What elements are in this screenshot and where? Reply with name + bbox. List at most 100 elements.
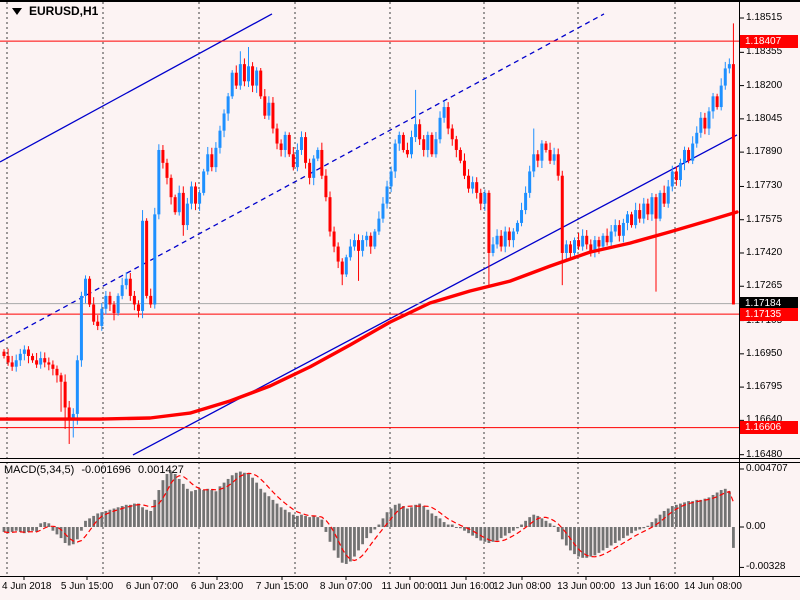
macd-histogram-bar: [353, 527, 356, 557]
candle-bear: [662, 192, 666, 204]
candle-bull: [581, 235, 585, 247]
candle-bear: [536, 154, 540, 161]
time-axis-label: 7 Jun 15:00: [255, 581, 309, 592]
macd-histogram-bar: [687, 501, 690, 527]
macd-histogram-bar: [43, 522, 47, 527]
candle-bear: [499, 235, 503, 247]
macd-histogram-bar: [198, 488, 201, 527]
candle-bear: [715, 96, 719, 108]
macd-histogram-bar: [275, 503, 279, 527]
candle-bull: [79, 295, 83, 361]
macd-histogram-bar: [422, 506, 426, 527]
macd-histogram-bar: [104, 510, 108, 527]
candle-bear: [169, 177, 173, 198]
macd-panel-plot[interactable]: [0, 462, 739, 576]
candle-bear: [605, 235, 609, 243]
candle-bear: [422, 139, 426, 150]
candle-bear: [31, 355, 35, 361]
support-price-tag: 1.17135: [740, 307, 798, 321]
macd-histogram-bar: [459, 527, 462, 529]
macd-histogram-bar: [597, 527, 601, 553]
candle-bear: [405, 149, 409, 155]
macd-histogram-bar: [503, 527, 507, 536]
macd-histogram-bar: [507, 527, 511, 534]
main-chart-plot[interactable]: [0, 2, 739, 458]
candle-bear: [568, 244, 572, 253]
candle-bear: [560, 175, 564, 253]
candle-bull: [438, 117, 442, 140]
candle-bear: [369, 235, 373, 247]
candle-bull: [678, 162, 682, 181]
macd-histogram-bar: [487, 527, 491, 544]
macd-histogram-bar: [683, 502, 686, 527]
candle-bear: [638, 210, 642, 219]
candle-bull: [434, 139, 438, 155]
macd-histogram-bar: [230, 475, 234, 527]
candle-bear: [479, 192, 483, 204]
candle-bear: [165, 162, 169, 178]
macd-histogram-bar: [14, 527, 18, 531]
candle-bear: [617, 225, 621, 236]
candle-bear: [234, 72, 238, 86]
candle-bull: [503, 231, 507, 247]
candle-bear: [6, 355, 10, 363]
candle-bull: [495, 235, 499, 245]
macd-histogram-bar: [723, 488, 727, 527]
candle-bear: [161, 149, 165, 163]
candle-bull: [153, 214, 157, 305]
macd-histogram-bar: [499, 527, 503, 539]
candle-bull: [177, 192, 181, 213]
macd-histogram-bar: [516, 527, 519, 529]
candle-bull: [683, 149, 687, 163]
candle-bear: [194, 186, 198, 204]
macd-histogram-bar: [96, 513, 100, 527]
candle-bull: [564, 244, 568, 253]
candle-bear: [108, 295, 112, 305]
macd-histogram-bar: [695, 499, 699, 527]
candle-bull: [18, 353, 22, 361]
macd-histogram-bar: [296, 515, 299, 527]
macd-axis-label: 0.00: [746, 521, 766, 532]
macd-histogram-bar: [27, 527, 30, 532]
candle-bull: [621, 222, 625, 236]
macd-histogram-bar: [10, 527, 14, 532]
candle-bull: [695, 132, 699, 144]
candle-bear: [242, 64, 246, 82]
candle-bull: [71, 413, 75, 421]
candle-bull: [255, 70, 259, 86]
candle-bull: [511, 231, 515, 241]
time-axis-label: 8 Jun 07:00: [319, 581, 373, 592]
macd-histogram-bar: [63, 527, 67, 544]
macd-histogram-bar: [679, 503, 682, 527]
macd-histogram-bar: [316, 517, 320, 527]
candle-bull: [650, 197, 654, 215]
macd-histogram-bar: [442, 522, 446, 527]
macd-histogram-bar: [251, 477, 254, 527]
candle-bear: [454, 139, 458, 150]
candle-bull: [124, 278, 128, 286]
candle-bull: [361, 240, 365, 251]
candle-bear: [181, 192, 185, 226]
candle-bull: [222, 113, 226, 131]
macd-histogram-bar: [67, 527, 71, 546]
macd-histogram-bar: [670, 506, 674, 527]
candle-bear: [597, 240, 601, 247]
candle-bear: [332, 231, 336, 247]
macd-histogram-bar: [340, 527, 344, 563]
macd-histogram-bar: [528, 517, 532, 527]
macd-histogram-bar: [630, 527, 633, 534]
candle-bull: [299, 137, 303, 150]
candle-bear: [646, 203, 650, 215]
candle-bear: [263, 96, 267, 116]
macd-histogram-bar: [577, 527, 580, 557]
macd-histogram-bar: [410, 507, 413, 527]
macd-histogram-bar: [202, 490, 206, 527]
bid-price-tag: 1.17184: [740, 297, 798, 311]
macd-histogram-bar: [2, 527, 6, 532]
candle-bull: [120, 285, 124, 296]
symbol-label-row: EURUSD,H1: [12, 4, 98, 18]
macd-histogram-bar: [157, 490, 161, 527]
macd-histogram-bar: [454, 527, 458, 528]
candle-bear: [279, 143, 283, 150]
candle-bull: [75, 360, 79, 414]
